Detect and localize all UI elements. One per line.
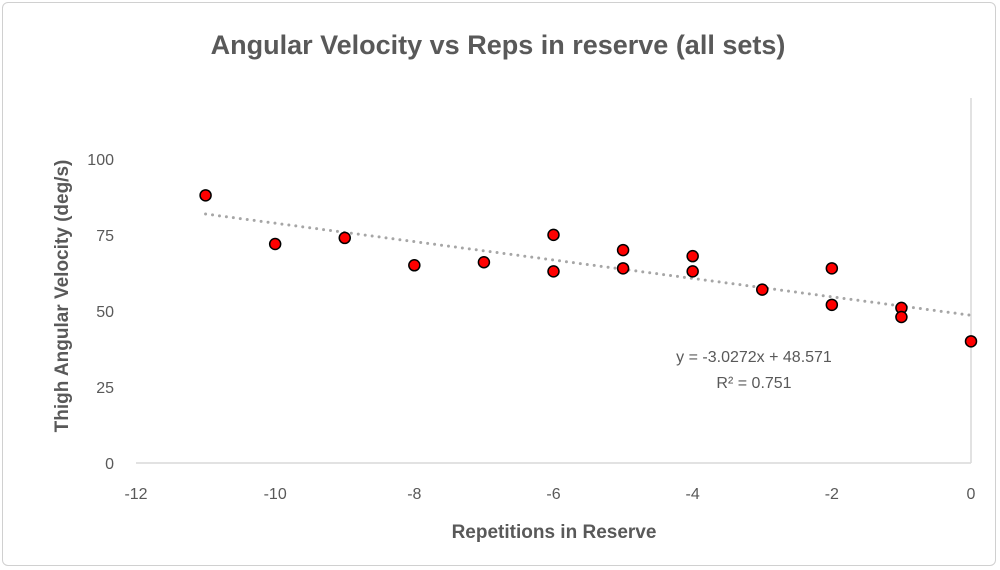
data-point <box>547 265 560 278</box>
data-point <box>616 262 630 275</box>
x-tick-label: 0 <box>967 486 976 503</box>
y-axis-label: Thigh Angular Velocity (deg/s) <box>52 160 73 433</box>
trendline <box>204 212 973 317</box>
x-axis-label: Repetitions in Reserve <box>452 522 657 543</box>
y-tick-label: 100 <box>87 152 114 169</box>
data-point <box>686 265 699 278</box>
data-point <box>825 262 839 275</box>
data-point <box>895 310 908 324</box>
y-tick-label: 50 <box>96 304 114 321</box>
data-point <box>964 335 978 348</box>
x-tick-label: -12 <box>124 486 147 503</box>
data-point <box>756 283 769 296</box>
data-point <box>268 237 282 251</box>
data-point <box>547 228 560 242</box>
data-point <box>477 256 491 269</box>
trendline-equation: y = -3.0272x + 48.571 <box>676 349 832 366</box>
chart-title: Angular Velocity vs Reps in reserve (all… <box>211 30 786 60</box>
x-tick-label: -8 <box>407 486 421 503</box>
y-tick-label: 75 <box>96 228 114 245</box>
y-tick-label: 0 <box>105 456 114 473</box>
y-tick-label: 25 <box>96 380 114 397</box>
data-point <box>686 249 699 263</box>
data-point <box>199 189 212 202</box>
x-tick-label: -2 <box>825 486 839 503</box>
data-point <box>408 259 421 272</box>
x-tick-label: -4 <box>686 486 700 503</box>
data-point <box>616 243 630 257</box>
x-tick-label: -10 <box>264 486 287 503</box>
x-tick-label: -6 <box>546 486 560 503</box>
data-point <box>338 231 351 245</box>
data-point <box>825 298 839 312</box>
trendline-r-squared: R² = 0.751 <box>716 375 791 392</box>
